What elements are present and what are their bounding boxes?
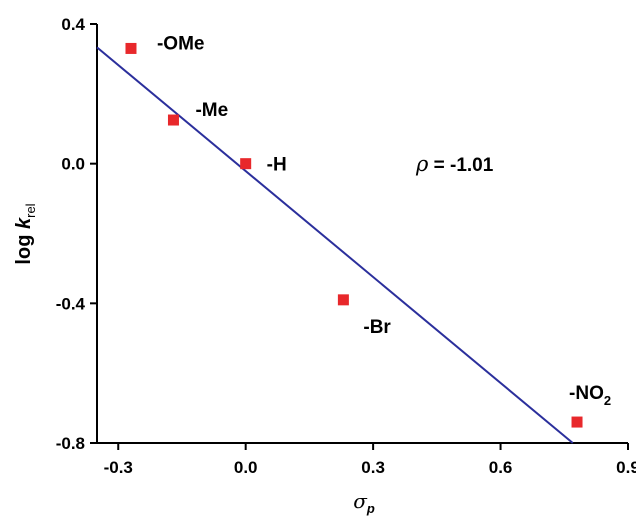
x-ticks: -0.3 0.0 0.3 0.6 0.9	[104, 443, 636, 477]
point-label-text: -OMe	[157, 33, 205, 54]
point-label-text: -Br	[363, 317, 391, 338]
y-tick-label: -0.8	[56, 434, 85, 453]
point-label-text: -H	[267, 155, 287, 176]
x-tick-label: 0.6	[489, 458, 513, 477]
x-tick-label: 0.0	[234, 458, 258, 477]
y-ticks: 0.4 0.0 -0.4 -0.8	[56, 15, 97, 453]
point-label: -Br	[363, 317, 391, 338]
y-axis-title-k: k	[13, 217, 35, 229]
rho-value: = -1.01	[428, 155, 493, 176]
y-axis-title-subscript: rel	[23, 203, 38, 218]
point-label-text: -Me	[195, 100, 228, 121]
y-axis-title: log krel	[13, 203, 38, 264]
x-tick-label: 0.3	[361, 458, 385, 477]
point-label: -NO2	[569, 383, 611, 408]
data-point	[167, 114, 179, 126]
axes	[96, 24, 628, 444]
x-axis-title-subscript: p	[366, 501, 375, 516]
y-tick-label: -0.4	[56, 294, 86, 313]
data-point	[337, 294, 349, 306]
point-label: -Me	[195, 100, 228, 121]
point-label: -OMe	[157, 33, 205, 54]
regression-line	[96, 46, 574, 444]
data-point	[125, 42, 137, 54]
x-axis-title: σp	[353, 489, 375, 516]
rho-symbol: ρ	[415, 152, 429, 176]
point-label-text: -NO	[569, 383, 604, 404]
x-axis-title-symbol: σ	[353, 489, 368, 513]
point-label: -H	[267, 155, 287, 176]
y-tick-label: 0.0	[61, 155, 85, 174]
y-axis-title-prefix: log	[13, 229, 35, 265]
x-tick-label: 0.9	[616, 458, 636, 477]
y-tick-label: 0.4	[61, 15, 85, 34]
data-point	[571, 416, 583, 428]
x-tick-label: -0.3	[104, 458, 133, 477]
point-label-subscript: 2	[604, 393, 611, 408]
data-points	[125, 42, 583, 428]
rho-annotation: ρ = -1.01	[415, 152, 494, 176]
point-labels: -OMe -Me -H -Br -NO2	[157, 33, 611, 408]
data-point	[240, 158, 252, 170]
